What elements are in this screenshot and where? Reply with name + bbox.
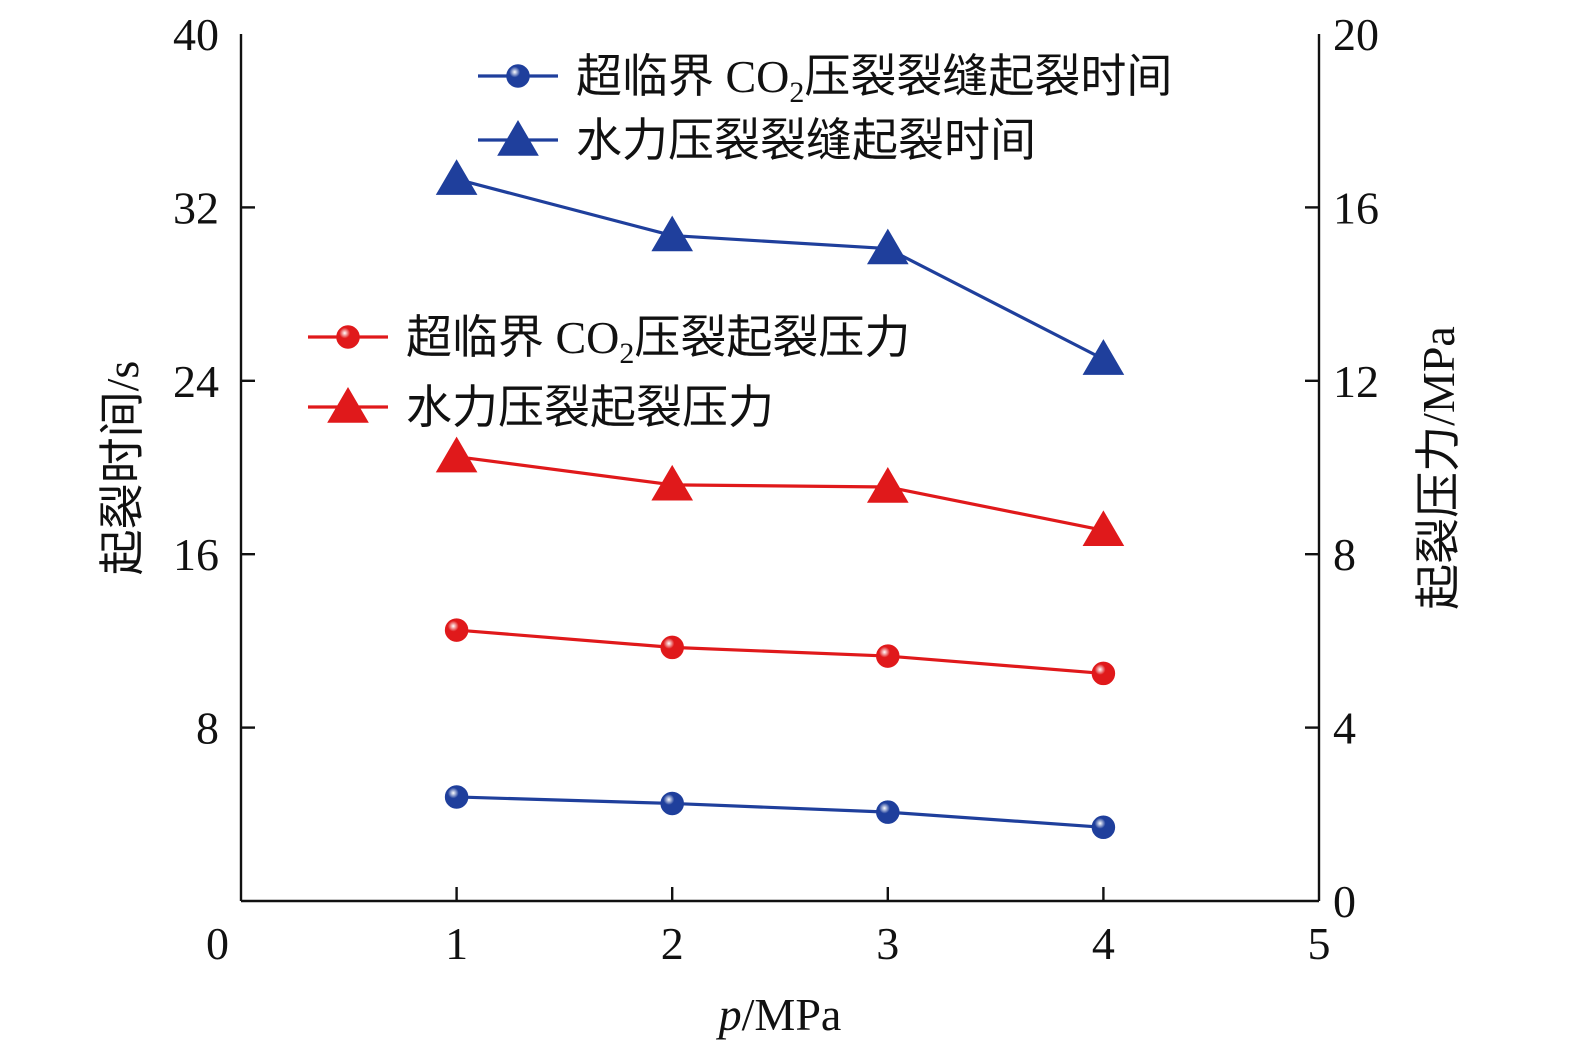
y-right-tick-label: 8 [1333,529,1356,580]
legend-label: 超临界 CO2压裂裂缝起裂时间 [576,51,1172,109]
data-point [876,800,900,824]
data-point [876,644,900,668]
data-point [444,785,469,809]
data-point [435,436,478,473]
series-water-time [435,159,1125,375]
data-point [866,228,909,265]
legend-label: 超临界 CO2压裂起裂压力 [406,312,910,370]
data-point [1091,815,1116,840]
legend-marker [506,64,530,88]
y-right-tick-label: 0 [1333,876,1356,927]
data-point [1091,661,1116,686]
y-right-axis-title: 起裂压力/MPa [1413,326,1464,610]
series-sc-co2-pressure [444,618,1116,686]
y-left-tick-label: 16 [173,529,219,580]
legend-marker [336,325,360,349]
x-axis-title: p/MPa [716,989,842,1040]
data-point [444,618,469,642]
data-point [660,791,684,816]
data-point [651,215,694,252]
legend-marker [327,387,369,423]
series-water-pressure [435,436,1125,547]
y-left-tick-label: 8 [196,703,219,754]
legend-marker [497,120,539,156]
y-right-tick-label: 4 [1333,703,1356,754]
y-right-tick-label: 12 [1333,356,1379,407]
x-tick-label: 1 [445,918,468,969]
x-tick-label: 3 [876,918,899,969]
y-left-tick-label: 24 [173,356,219,407]
y-right-tick-label: 16 [1333,182,1379,233]
data-point [866,467,909,503]
chart-series [435,159,1125,840]
legend-label: 水力压裂起裂压力 [406,382,774,433]
x-tick-label: 5 [1308,918,1331,969]
data-point [651,464,694,501]
x-tick-label: 4 [1092,918,1115,969]
legend-label: 水力压裂裂缝起裂时间 [576,115,1036,166]
series-line [456,455,1104,532]
data-point [1082,510,1125,547]
y-left-axis-title: 起裂时间/s [97,361,148,576]
data-point [660,635,684,660]
x-tick-label: 0 [206,918,229,969]
y-left-tick-label: 32 [173,182,219,233]
series-sc-co2-time [444,785,1116,840]
series-line [456,177,1105,361]
y-right-tick-label: 20 [1333,9,1379,60]
data-point [1082,339,1125,375]
data-point [435,159,478,195]
y-left-tick-label: 40 [173,9,219,60]
x-tick-label: 2 [661,918,684,969]
series-line [456,628,1104,676]
series-line [456,795,1104,829]
